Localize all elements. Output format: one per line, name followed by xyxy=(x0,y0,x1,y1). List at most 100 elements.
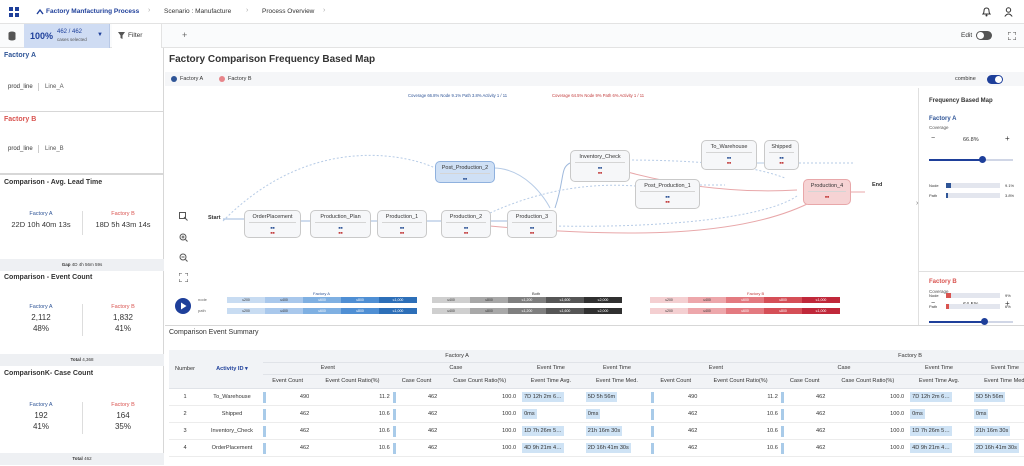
col-header[interactable]: Event Count Ratio(%) xyxy=(700,374,781,389)
case-count-a-label: Factory A xyxy=(29,402,53,408)
node-production-1[interactable]: Production_1 ■■ ■■ xyxy=(377,210,427,238)
col-header[interactable]: Event Time Med. xyxy=(582,374,652,389)
node-production-4[interactable]: Production_4 ■■ xyxy=(803,179,851,205)
pointer-icon[interactable] xyxy=(179,212,188,221)
col-header[interactable]: Case Count xyxy=(392,374,441,389)
bell-icon[interactable] xyxy=(981,7,992,17)
case-count-total: Total 462 xyxy=(0,453,164,465)
table-row[interactable]: 2 Shipped 462 10.6 462 100.0 0ms 0ms 462 10.6 462 1… xyxy=(169,405,1024,423)
table-row[interactable]: 4 OrderPlacement 462 10.6 462 100.0 4D 9h 21m … xyxy=(169,439,1024,457)
map-legend-bar: Factory A Factory B combine xyxy=(165,72,1024,86)
scale-both-title: Both xyxy=(532,291,541,296)
fit-icon[interactable] xyxy=(178,272,189,283)
node-divider xyxy=(575,162,625,163)
scale-cell-a: ≤400 xyxy=(265,297,303,303)
col-header[interactable]: Event Count xyxy=(651,374,701,389)
node-value-a: ■■ xyxy=(338,226,343,230)
breadcrumb-scenario[interactable]: Scenario : Manufacture xyxy=(164,8,232,15)
node-shipped[interactable]: Shipped ■■ ■■ xyxy=(764,140,799,170)
divider xyxy=(82,402,83,434)
coverage-a-slider[interactable] xyxy=(929,156,1013,163)
table-cell: 7D 12h 2m 6… xyxy=(519,388,583,406)
combine-label: combine xyxy=(955,76,976,82)
node-divider xyxy=(315,222,366,223)
node-value-b: ■■ xyxy=(665,200,670,204)
table-row[interactable]: 1 To_Warehouse 490 11.2 462 100.0 7D 12h 2m 6…… xyxy=(169,388,1024,406)
h-case: Case xyxy=(780,362,908,375)
table-cell: 462 xyxy=(392,422,441,440)
col-header[interactable]: Event Time Avg. xyxy=(519,374,583,389)
scale-cell-b: ≤600 xyxy=(726,308,764,314)
node-production-3[interactable]: Production_3 ■■ ■■ xyxy=(507,210,557,238)
minus-icon[interactable]: − xyxy=(931,300,936,307)
case-count-section: ComparisonK- Case Count Factory A 192 41… xyxy=(0,366,164,465)
breadcrumb-process[interactable]: Factory Manfacturing Process xyxy=(46,8,140,15)
node-label: Production_3 xyxy=(515,214,549,220)
time-bar: 0ms xyxy=(585,408,601,419)
scale-row-path: path xyxy=(198,308,206,313)
node-value-a: ■■ xyxy=(597,166,603,170)
add-tab-button[interactable]: + xyxy=(182,30,188,40)
app-grid-icon[interactable] xyxy=(9,7,19,17)
coverage-b-slider[interactable] xyxy=(929,318,1013,325)
event-count-a-label: Factory A xyxy=(29,304,53,310)
node-post-production-1[interactable]: Post_Production_1 ■■ ■■ xyxy=(635,179,700,209)
expand-icon[interactable] xyxy=(1007,31,1017,41)
col-header[interactable]: Event Count Ratio(%) xyxy=(312,374,393,389)
col-header[interactable]: Case Count Ratio(%) xyxy=(440,374,520,389)
case-selection-dropdown[interactable]: 100% 462 / 462 cases selected ▼ xyxy=(24,24,110,48)
scale-cell-a: ≤1,000 xyxy=(379,297,417,303)
node-to-warehouse[interactable]: To_Warehouse ■■ ■■ xyxy=(701,140,757,170)
node-inventory-check[interactable]: Inventory_Check ■■ ■■ xyxy=(570,150,630,182)
table-cell: 1D 7h 26m 5… xyxy=(907,422,971,440)
zoom-out-icon[interactable] xyxy=(179,253,188,262)
slider-handle[interactable] xyxy=(979,156,986,163)
lead-time-b-label: Factory B xyxy=(111,211,135,217)
h-time: Event Time xyxy=(970,362,1024,375)
database-icon[interactable] xyxy=(8,31,16,41)
case-count-b-label: Factory B xyxy=(111,402,135,408)
node-post-production-2[interactable]: Post_Production_2 ■■ xyxy=(435,161,495,183)
table-cell: 100.0 xyxy=(828,405,908,423)
attr-value: Line_A xyxy=(45,84,64,90)
factory-b-dot xyxy=(219,76,225,82)
table-cell: 462 xyxy=(392,439,441,457)
node-orderplacement[interactable]: OrderPlacement ■■ ■■ xyxy=(244,210,301,238)
right-b-node: 9% xyxy=(1005,293,1011,298)
node-production-2[interactable]: Production_2 ■■ ■■ xyxy=(441,210,491,238)
right-panel: › Frequency Based Map Factory A Coverage… xyxy=(916,88,1024,325)
user-icon[interactable] xyxy=(1004,7,1013,17)
node-value-b: ■■ xyxy=(399,231,405,235)
edit-toggle[interactable] xyxy=(976,31,992,40)
col-header[interactable]: Event Count xyxy=(263,374,313,389)
col-header[interactable]: Event Time Avg. xyxy=(907,374,971,389)
plus-icon[interactable]: + xyxy=(1005,134,1010,143)
slider-handle[interactable] xyxy=(981,318,988,325)
col-header[interactable]: Event Time Med. xyxy=(970,374,1024,389)
ratio-bar xyxy=(392,442,396,454)
ratio-bar xyxy=(263,442,266,454)
node-value-a: ■■ xyxy=(665,195,670,199)
scale-cell-both: ≤2,000 xyxy=(584,308,622,314)
col-header[interactable]: Case Count xyxy=(780,374,829,389)
node-production-plan[interactable]: Production_Plan ■■ ■■ xyxy=(310,210,371,238)
minus-icon[interactable]: − xyxy=(931,135,936,142)
col-activity[interactable]: Activity ID ▾ xyxy=(201,350,263,389)
col-header[interactable]: Case Count Ratio(%) xyxy=(828,374,908,389)
ratio-bar xyxy=(392,408,396,420)
summary-section: Comparison Event Summary Number Activity… xyxy=(165,325,1024,465)
summary-table-wrap[interactable]: Number Activity ID ▾ Factory A Factory B… xyxy=(169,350,1024,466)
filter-button[interactable]: Filter xyxy=(112,24,162,48)
breadcrumb-view[interactable]: Process Overview xyxy=(262,8,315,15)
right-b-path-label: Path xyxy=(929,304,938,309)
ratio-bar xyxy=(263,425,266,437)
table-row[interactable]: 3 Inventory_Check 462 10.6 462 100.0 1D 7h 26m… xyxy=(169,422,1024,440)
row-number: 4 xyxy=(169,439,201,457)
combine-toggle[interactable] xyxy=(987,75,1003,84)
play-button[interactable] xyxy=(175,298,191,314)
zoom-in-icon[interactable] xyxy=(179,233,188,242)
plus-icon[interactable]: + xyxy=(1005,299,1010,308)
table-cell: 100.0 xyxy=(828,422,908,440)
collapse-icon[interactable]: › xyxy=(916,200,919,207)
scale-cell-both: ≤1,600 xyxy=(546,297,584,303)
